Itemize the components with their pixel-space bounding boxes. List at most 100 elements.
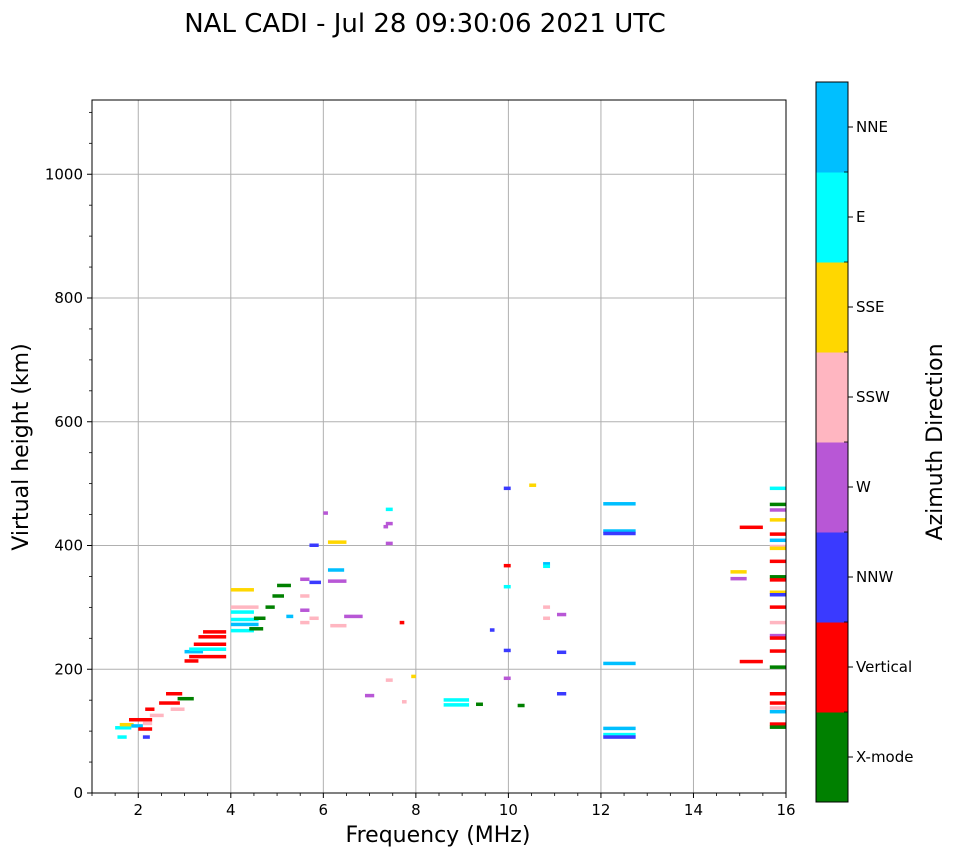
echo-nnw-trace <box>769 593 786 597</box>
echo-nnw-trace <box>309 580 322 585</box>
echo-sse-trace <box>411 674 416 679</box>
echo-x-mode-trace <box>277 583 291 588</box>
colorbar-tick-label: W <box>856 478 871 496</box>
colorbar-tick-label: X-mode <box>856 748 913 766</box>
echo-w-trace <box>323 511 328 515</box>
echo-vertical-trace <box>166 692 183 696</box>
y-axis-label: Virtual height (km) <box>9 343 34 550</box>
echo-nnw-trace <box>556 692 567 696</box>
echo-nnw-trace <box>142 735 150 739</box>
echo-w-trace <box>385 541 393 546</box>
echo-ssw-trace <box>769 544 786 549</box>
x-tick-label: 14 <box>684 801 703 819</box>
echo-vertical-trace <box>189 654 227 659</box>
echo-nnw-trace <box>556 650 567 655</box>
echo-ssw-trace <box>330 623 347 628</box>
y-tick-label: 800 <box>54 289 83 307</box>
echo-sse-trace <box>730 570 747 574</box>
echo-vertical-trace <box>399 620 405 625</box>
echo-w-trace <box>769 508 786 512</box>
echo-vertical-trace <box>769 605 786 609</box>
x-tick-label: 2 <box>133 801 143 819</box>
colorbar-segment <box>816 712 848 803</box>
colorbar-frame <box>815 81 849 803</box>
echo-x-mode-trace <box>177 696 194 701</box>
echo-x-mode-trace <box>517 703 525 708</box>
colorbar-segment <box>816 532 848 623</box>
echo-vertical-trace <box>193 642 227 646</box>
echo-x-mode-trace <box>769 502 786 507</box>
echo-sse-trace <box>769 518 786 522</box>
echo-x-mode-trace <box>272 594 285 598</box>
echo-sse-trace <box>769 546 786 551</box>
grid-lines <box>92 100 787 794</box>
echo-w-trace <box>385 521 393 526</box>
echo-e-trace <box>189 647 227 651</box>
echo-vertical-trace <box>769 559 786 564</box>
echo-nne-trace <box>184 649 204 654</box>
colorbar-tick-label: SSE <box>856 298 885 316</box>
echo-vertical-trace <box>769 722 786 726</box>
colorbar-tick-label: SSW <box>856 388 890 406</box>
echo-nne-trace <box>131 724 143 728</box>
echo-x-mode-trace <box>769 725 786 729</box>
echo-layer <box>115 483 786 739</box>
echo-vertical-trace <box>203 630 227 634</box>
y-tick-label: 0 <box>73 784 83 802</box>
echo-e-trace <box>117 735 127 739</box>
colorbar-segment <box>816 622 848 713</box>
echo-nne-trace <box>603 502 636 506</box>
echo-nnw-trace <box>489 628 495 632</box>
echo-e-trace <box>443 703 470 707</box>
x-tick-label: 16 <box>776 801 795 819</box>
echo-vertical-trace <box>198 635 227 639</box>
echo-nne-trace <box>769 709 786 714</box>
x-tick-label: 10 <box>499 801 518 819</box>
echo-e-trace <box>443 698 470 702</box>
echo-w-trace <box>730 576 747 581</box>
echo-w-trace <box>556 612 567 617</box>
echo-nnw-trace <box>503 486 511 491</box>
echo-ssw-trace <box>543 616 551 621</box>
echo-nne-trace <box>286 614 294 619</box>
echo-e-trace <box>543 564 551 569</box>
colorbar-segment <box>816 82 848 173</box>
echo-ssw-trace <box>142 721 153 726</box>
echo-x-mode-trace <box>249 627 264 631</box>
echo-vertical-trace <box>159 701 180 705</box>
echo-e-trace <box>115 726 132 730</box>
echo-e-trace <box>230 628 254 633</box>
echo-nnw-trace <box>603 735 636 739</box>
y-tick-label: 200 <box>54 660 83 678</box>
echo-nne-trace <box>603 726 636 731</box>
echo-ssw-trace <box>309 616 319 621</box>
echo-ssw-trace <box>401 700 407 704</box>
y-tick-label: 400 <box>54 537 83 555</box>
echo-vertical-trace <box>769 692 786 696</box>
colorbar-label: Azimuth Direction <box>923 343 948 540</box>
x-axis-label: Frequency (MHz) <box>346 823 531 848</box>
echo-nne-trace <box>603 529 636 533</box>
echo-vertical-trace <box>769 636 786 640</box>
echo-w-trace <box>344 614 363 619</box>
y-tick-label: 600 <box>54 413 83 431</box>
echo-ssw-trace <box>300 594 310 598</box>
axis-ticks: 2 4 6 8 10 12 14 16 0 200 400 600 800 1000 <box>45 111 796 819</box>
colorbar-segment <box>816 262 848 353</box>
echo-w-trace <box>769 633 786 638</box>
colorbar: X-mode Vertical NNW W SSW SSE E NNE <box>815 81 913 803</box>
colorbar-tick-label: NNW <box>856 568 893 586</box>
echo-sse-trace <box>119 722 134 727</box>
echo-ssw-trace <box>385 678 393 682</box>
echo-vertical-trace <box>769 578 786 582</box>
echo-ssw-trace <box>300 620 310 625</box>
colorbar-segment <box>816 442 848 533</box>
echo-x-mode-trace <box>476 702 483 707</box>
echo-nne-trace <box>769 538 786 543</box>
echo-nnw-trace <box>309 543 319 547</box>
colorbar-segment <box>816 172 848 263</box>
colorbar-segment <box>816 352 848 443</box>
echo-ssw-trace <box>230 605 259 609</box>
echo-x-mode-trace <box>265 605 275 609</box>
